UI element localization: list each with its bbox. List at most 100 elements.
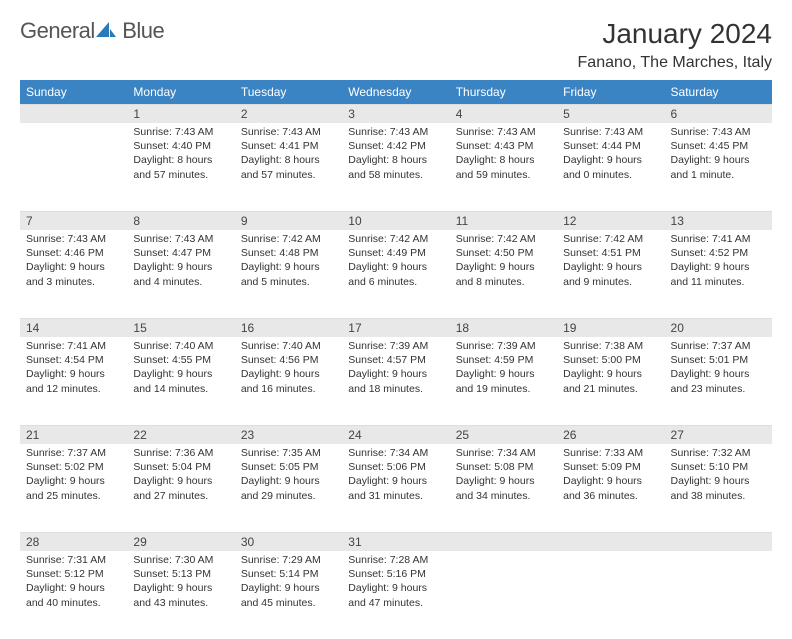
daylight-text: Daylight: 9 hours and 38 minutes. <box>671 474 768 502</box>
sunset-text: Sunset: 5:12 PM <box>26 567 123 581</box>
day-number: 25 <box>450 425 557 444</box>
sunset-text: Sunset: 5:08 PM <box>456 460 553 474</box>
daylight-text: Daylight: 9 hours and 0 minutes. <box>563 153 660 181</box>
daylight-text: Daylight: 8 hours and 57 minutes. <box>133 153 230 181</box>
daylight-text: Daylight: 9 hours and 29 minutes. <box>241 474 338 502</box>
sunset-text: Sunset: 5:13 PM <box>133 567 230 581</box>
sunrise-text: Sunrise: 7:42 AM <box>241 232 338 246</box>
sunset-text: Sunset: 4:51 PM <box>563 246 660 260</box>
sunrise-text: Sunrise: 7:43 AM <box>348 125 445 139</box>
sunrise-text: Sunrise: 7:43 AM <box>671 125 768 139</box>
daylight-text: Daylight: 9 hours and 8 minutes. <box>456 260 553 288</box>
header: General Blue January 2024 Fanano, The Ma… <box>20 18 772 72</box>
logo-text-1: General <box>20 18 95 43</box>
day-cell: Sunrise: 7:41 AMSunset: 4:52 PMDaylight:… <box>665 230 772 318</box>
day-number: 2 <box>235 104 342 123</box>
day-cell: Sunrise: 7:40 AMSunset: 4:55 PMDaylight:… <box>127 337 234 425</box>
sunrise-text: Sunrise: 7:39 AM <box>348 339 445 353</box>
day-number: 3 <box>342 104 449 123</box>
sunset-text: Sunset: 5:16 PM <box>348 567 445 581</box>
logo: General Blue <box>20 18 164 44</box>
sunrise-text: Sunrise: 7:43 AM <box>133 125 230 139</box>
daylight-text: Daylight: 9 hours and 3 minutes. <box>26 260 123 288</box>
sunset-text: Sunset: 4:47 PM <box>133 246 230 260</box>
day-cell <box>450 551 557 639</box>
day-cell: Sunrise: 7:43 AMSunset: 4:46 PMDaylight:… <box>20 230 127 318</box>
day-cell: Sunrise: 7:34 AMSunset: 5:06 PMDaylight:… <box>342 444 449 532</box>
sunrise-text: Sunrise: 7:31 AM <box>26 553 123 567</box>
daylight-text: Daylight: 8 hours and 57 minutes. <box>241 153 338 181</box>
sunset-text: Sunset: 4:52 PM <box>671 246 768 260</box>
daylight-text: Daylight: 9 hours and 14 minutes. <box>133 367 230 395</box>
day-cell: Sunrise: 7:37 AMSunset: 5:01 PMDaylight:… <box>665 337 772 425</box>
day-number: 20 <box>665 318 772 337</box>
sunrise-text: Sunrise: 7:33 AM <box>563 446 660 460</box>
sunrise-text: Sunrise: 7:29 AM <box>241 553 338 567</box>
daylight-text: Daylight: 9 hours and 19 minutes. <box>456 367 553 395</box>
day-number: 12 <box>557 211 664 230</box>
day-number <box>665 532 772 551</box>
sunrise-text: Sunrise: 7:42 AM <box>456 232 553 246</box>
day-number: 17 <box>342 318 449 337</box>
sunset-text: Sunset: 4:43 PM <box>456 139 553 153</box>
sunrise-text: Sunrise: 7:35 AM <box>241 446 338 460</box>
day-number: 15 <box>127 318 234 337</box>
day-number: 21 <box>20 425 127 444</box>
sunset-text: Sunset: 4:49 PM <box>348 246 445 260</box>
weekday-header: Thursday <box>450 80 557 104</box>
sunrise-text: Sunrise: 7:39 AM <box>456 339 553 353</box>
daylight-text: Daylight: 9 hours and 31 minutes. <box>348 474 445 502</box>
sunset-text: Sunset: 5:00 PM <box>563 353 660 367</box>
day-cell: Sunrise: 7:39 AMSunset: 4:59 PMDaylight:… <box>450 337 557 425</box>
day-cell: Sunrise: 7:43 AMSunset: 4:43 PMDaylight:… <box>450 123 557 211</box>
day-cell: Sunrise: 7:29 AMSunset: 5:14 PMDaylight:… <box>235 551 342 639</box>
daylight-text: Daylight: 9 hours and 34 minutes. <box>456 474 553 502</box>
day-cell: Sunrise: 7:35 AMSunset: 5:05 PMDaylight:… <box>235 444 342 532</box>
day-cell: Sunrise: 7:37 AMSunset: 5:02 PMDaylight:… <box>20 444 127 532</box>
day-cell: Sunrise: 7:28 AMSunset: 5:16 PMDaylight:… <box>342 551 449 639</box>
day-cell: Sunrise: 7:34 AMSunset: 5:08 PMDaylight:… <box>450 444 557 532</box>
day-number: 14 <box>20 318 127 337</box>
day-number: 9 <box>235 211 342 230</box>
day-number: 10 <box>342 211 449 230</box>
day-cell: Sunrise: 7:42 AMSunset: 4:49 PMDaylight:… <box>342 230 449 318</box>
day-number: 22 <box>127 425 234 444</box>
sunrise-text: Sunrise: 7:34 AM <box>348 446 445 460</box>
weekday-header: Wednesday <box>342 80 449 104</box>
sunset-text: Sunset: 4:54 PM <box>26 353 123 367</box>
day-cell: Sunrise: 7:30 AMSunset: 5:13 PMDaylight:… <box>127 551 234 639</box>
sunrise-text: Sunrise: 7:40 AM <box>133 339 230 353</box>
daylight-text: Daylight: 9 hours and 43 minutes. <box>133 581 230 609</box>
day-number <box>450 532 557 551</box>
day-cell: Sunrise: 7:43 AMSunset: 4:42 PMDaylight:… <box>342 123 449 211</box>
day-content-row: Sunrise: 7:43 AMSunset: 4:40 PMDaylight:… <box>20 123 772 211</box>
sunrise-text: Sunrise: 7:36 AM <box>133 446 230 460</box>
weekday-header: Saturday <box>665 80 772 104</box>
day-number: 28 <box>20 532 127 551</box>
daylight-text: Daylight: 8 hours and 59 minutes. <box>456 153 553 181</box>
day-number: 5 <box>557 104 664 123</box>
day-cell: Sunrise: 7:31 AMSunset: 5:12 PMDaylight:… <box>20 551 127 639</box>
sunset-text: Sunset: 4:46 PM <box>26 246 123 260</box>
sunrise-text: Sunrise: 7:41 AM <box>671 232 768 246</box>
day-cell: Sunrise: 7:43 AMSunset: 4:40 PMDaylight:… <box>127 123 234 211</box>
day-cell <box>557 551 664 639</box>
daylight-text: Daylight: 9 hours and 9 minutes. <box>563 260 660 288</box>
day-number: 29 <box>127 532 234 551</box>
daylight-text: Daylight: 9 hours and 27 minutes. <box>133 474 230 502</box>
sunrise-text: Sunrise: 7:34 AM <box>456 446 553 460</box>
sunrise-text: Sunrise: 7:43 AM <box>563 125 660 139</box>
sunset-text: Sunset: 5:14 PM <box>241 567 338 581</box>
day-number: 16 <box>235 318 342 337</box>
sunrise-text: Sunrise: 7:32 AM <box>671 446 768 460</box>
day-cell: Sunrise: 7:36 AMSunset: 5:04 PMDaylight:… <box>127 444 234 532</box>
sunrise-text: Sunrise: 7:40 AM <box>241 339 338 353</box>
day-number-row: 21222324252627 <box>20 425 772 444</box>
sunset-text: Sunset: 4:44 PM <box>563 139 660 153</box>
sunrise-text: Sunrise: 7:28 AM <box>348 553 445 567</box>
daylight-text: Daylight: 9 hours and 6 minutes. <box>348 260 445 288</box>
sunset-text: Sunset: 4:50 PM <box>456 246 553 260</box>
sunrise-text: Sunrise: 7:38 AM <box>563 339 660 353</box>
calendar-table: SundayMondayTuesdayWednesdayThursdayFrid… <box>20 80 772 639</box>
day-number <box>557 532 664 551</box>
